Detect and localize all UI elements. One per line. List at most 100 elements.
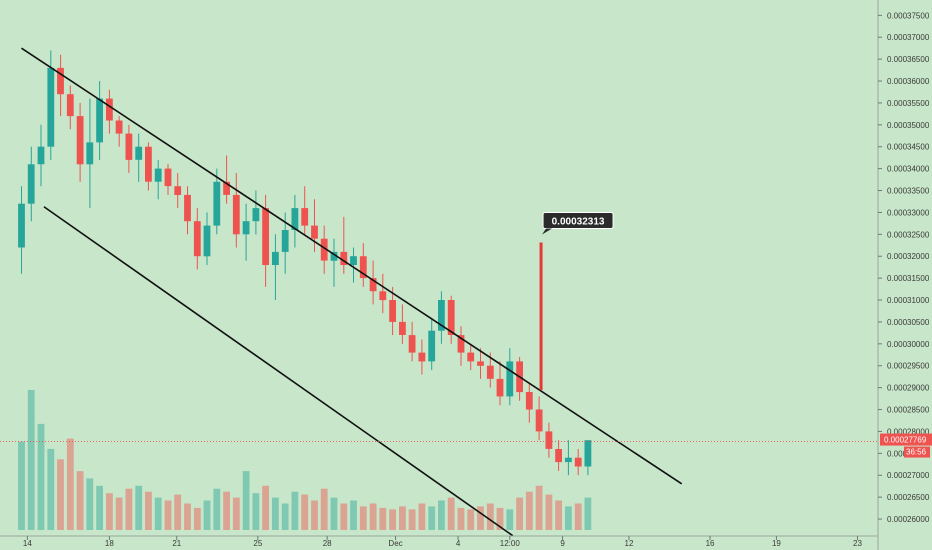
volume-bar [18, 441, 25, 530]
y-tick-label: 0.00026000 [887, 515, 930, 524]
candle-body [555, 449, 562, 463]
volume-bar [37, 423, 45, 530]
volume-bar [369, 503, 377, 530]
candle-body [262, 208, 269, 265]
candle-body [447, 300, 455, 335]
measurement-annotation: 0.00032313 [539, 212, 614, 391]
volume-bar [47, 448, 55, 530]
y-tick-label: 0.00036500 [887, 55, 930, 64]
volume-bar [359, 506, 367, 530]
candle-body [164, 168, 172, 187]
candle-body [399, 321, 406, 335]
x-tick-label: 18 [105, 539, 114, 548]
candle-body [96, 98, 103, 143]
candle-body [223, 181, 230, 195]
volume-bar [545, 494, 553, 530]
y-tick-label: 0.00032000 [887, 252, 930, 261]
volume-bar [399, 506, 406, 530]
candle-body [574, 457, 582, 467]
candle-body [18, 203, 25, 248]
volume-bar [438, 500, 445, 530]
candle-body [408, 335, 416, 353]
volume-bar [193, 507, 201, 530]
candle-body [457, 335, 465, 353]
volume-bar [584, 497, 592, 530]
candle-body [154, 168, 162, 182]
candle-body [535, 409, 543, 432]
x-tick-label: 28 [323, 539, 332, 548]
candle-body [525, 392, 533, 410]
y-tick-label: 0.00034500 [887, 143, 930, 152]
y-tick-label: 0.00035500 [887, 99, 930, 108]
candle-body [584, 440, 592, 467]
y-tick-label: 0.00031500 [887, 274, 930, 283]
y-tick-label: 0.00026500 [887, 493, 930, 502]
y-tick-label: 0.00027000 [887, 471, 930, 480]
volume-bar [203, 500, 211, 530]
volume-bar [496, 507, 504, 530]
candle-body [27, 164, 35, 204]
candle-body [37, 146, 45, 165]
y-tick-label: 0.00037500 [887, 11, 930, 20]
volume-bar [96, 485, 103, 530]
x-tick-label: 14 [23, 539, 32, 548]
candle-body [418, 352, 426, 362]
volume-bar [27, 390, 35, 530]
volume-bar [57, 459, 64, 530]
candle-body [174, 186, 182, 195]
annotation-label: 0.00032313 [552, 217, 605, 228]
candle-body [496, 378, 504, 397]
volume-bar [486, 503, 494, 530]
candle-body [379, 291, 387, 301]
x-tick-label: 16 [706, 539, 715, 548]
candle-body [545, 431, 553, 449]
annotation-label-box [542, 212, 614, 230]
candle-body [311, 225, 318, 239]
volume-bar [213, 488, 221, 530]
y-tick-label: 0.00032500 [887, 230, 930, 239]
volume-bar [106, 493, 113, 530]
candle-body [359, 256, 367, 279]
volume-bar [467, 509, 475, 530]
volume-bar [506, 509, 514, 530]
y-tick-label: 0.00033000 [887, 208, 930, 217]
candle-body [242, 221, 250, 235]
volume-bar [232, 497, 240, 530]
candle-body [106, 98, 113, 121]
candle-body [350, 256, 357, 265]
candle-body [281, 230, 289, 252]
candle-body [320, 238, 328, 261]
candle-body [506, 361, 514, 397]
volume-bar [115, 497, 123, 530]
x-tick-label: 12:00 [500, 539, 521, 548]
candles [18, 50, 592, 476]
volume-bar [174, 494, 182, 530]
candle-body [193, 221, 201, 257]
volume-bars [18, 390, 592, 530]
y-tick-label: 0.00030500 [887, 318, 930, 327]
volume-bar [350, 500, 357, 530]
channel-upper-line [21, 47, 683, 485]
candle-body [438, 300, 445, 331]
volume-bar [242, 471, 250, 530]
volume-bar [477, 506, 484, 530]
y-tick-label: 0.00033500 [887, 187, 930, 196]
candle-body [486, 365, 494, 379]
candle-body [330, 251, 338, 261]
channel-lower-line [43, 206, 514, 537]
volume-bar [154, 497, 162, 530]
candle-body [477, 361, 484, 366]
candle-body [66, 94, 74, 117]
candle-body [272, 251, 279, 265]
y-tick-label: 0.00036000 [887, 77, 930, 86]
y-tick-label: 0.00031000 [887, 296, 930, 305]
y-tick-label: 0.00028000 [887, 427, 930, 436]
candle-body [565, 457, 572, 463]
volume-bar [184, 503, 191, 530]
volume-bar [535, 485, 543, 530]
volume-bar [135, 485, 143, 530]
price-badge-label: 0.00027769 [884, 436, 927, 445]
